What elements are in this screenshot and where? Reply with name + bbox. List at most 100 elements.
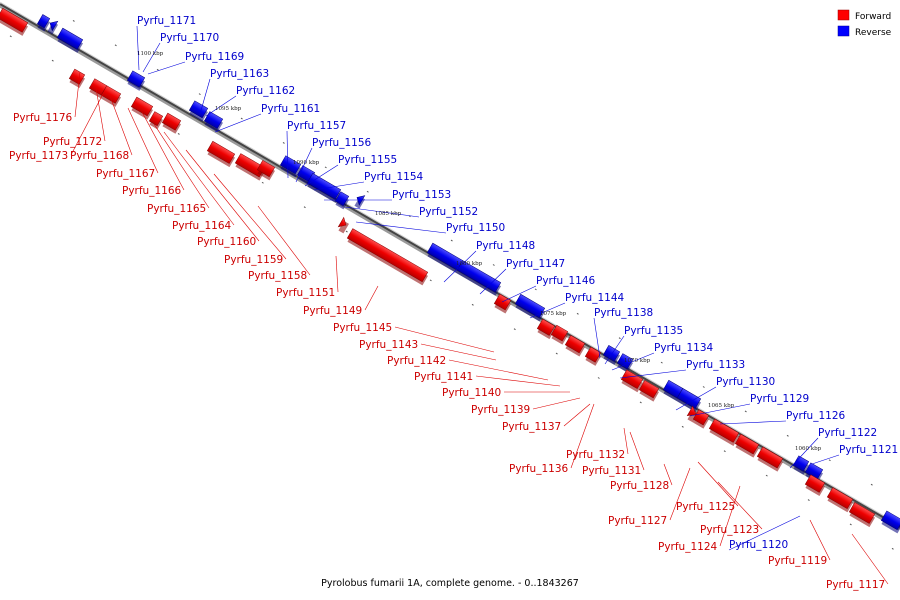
tick-mark (891, 547, 894, 550)
gene-body (734, 433, 760, 455)
gene-body (708, 418, 740, 443)
kbp-label: 1085 kbp (375, 211, 402, 217)
gene-body (848, 502, 876, 524)
reverse-leader-line (719, 420, 787, 425)
forward-gene (826, 487, 854, 513)
reverse-gene (126, 70, 146, 91)
kbp-label: 1080 kbp (456, 261, 483, 267)
reverse-gene-label: Pyrfu_1148 (476, 240, 535, 252)
tick-mark (429, 279, 432, 282)
forward-leader-line (629, 431, 645, 471)
forward-leader-line (851, 533, 889, 585)
forward-gene-label: Pyrfu_1168 (70, 150, 129, 162)
reverse-gene-label: Pyrfu_1169 (185, 51, 244, 63)
forward-gene-label: Pyrfu_1125 (676, 501, 735, 513)
gene-body (100, 85, 122, 104)
gene-body (550, 324, 569, 342)
forward-gene-label: Pyrfu_1159 (224, 254, 283, 266)
kbp-label: 1070 kbp (624, 358, 651, 364)
forward-gene (734, 433, 760, 458)
forward-leader-line (257, 205, 311, 276)
forward-gene-label: Pyrfu_1167 (96, 168, 155, 180)
forward-leader-line (623, 427, 629, 455)
forward-leader-line (127, 107, 159, 174)
kbp-label: 1100 kbp (137, 51, 164, 57)
reverse-gene-label: Pyrfu_1157 (287, 120, 346, 132)
reverse-leader-line (136, 25, 140, 71)
forward-gene-label: Pyrfu_1117 (826, 579, 885, 591)
reverse-gene (36, 14, 51, 32)
forward-gene-label: Pyrfu_1128 (610, 480, 669, 492)
forward-gene-label: Pyrfu_1164 (172, 220, 232, 232)
reverse-leader-line (147, 61, 186, 75)
reverse-leader-line (789, 437, 819, 469)
tick-mark (534, 288, 537, 291)
forward-leader-line (719, 485, 741, 547)
kbp-label: 1065 kbp (708, 403, 735, 409)
forward-leader-line (141, 111, 185, 191)
reverse-leader-line (529, 302, 566, 319)
reverse-leader-line (286, 130, 289, 179)
tick-mark (324, 166, 327, 169)
gene-body (692, 409, 710, 426)
tick-mark (555, 352, 558, 355)
reverse-leader-line (675, 386, 717, 411)
reverse-leader-line (304, 164, 339, 187)
forward-leader-line (109, 95, 133, 156)
reverse-leader-line (728, 515, 801, 551)
reverse-leader-line (501, 285, 537, 303)
reverse-gene-label: Pyrfu_1161 (261, 103, 320, 115)
reverse-gene-label: Pyrfu_1146 (536, 275, 596, 287)
tick-mark (345, 230, 348, 233)
kbp-label: 1075 kbp (540, 311, 567, 317)
forward-gene-label: Pyrfu_1127 (608, 515, 667, 527)
reverse-gene (56, 27, 84, 53)
forward-gene (638, 379, 660, 402)
tick-mark (303, 206, 306, 209)
gene-shadow (338, 221, 349, 234)
forward-gene-label: Pyrfu_1140 (442, 387, 501, 399)
gene-body (804, 474, 826, 493)
forward-leader-line (163, 131, 235, 226)
reverse-leader-line (611, 352, 655, 371)
forward-gene-label: Pyrfu_1149 (303, 305, 362, 317)
gene-body (0, 7, 29, 33)
forward-gene-label: Pyrfu_1141 (414, 371, 473, 383)
forward-gene-label: Pyrfu_1139 (471, 404, 530, 416)
forward-leader-line (420, 343, 497, 361)
reverse-gene-label: Pyrfu_1122 (818, 427, 877, 439)
reverse-gene-label: Pyrfu_1133 (686, 359, 745, 371)
reverse-leader-line (443, 250, 477, 283)
gene-body (564, 334, 586, 354)
tick-mark (702, 386, 705, 388)
gene-body (148, 111, 164, 127)
forward-gene (536, 318, 556, 340)
reverse-gene (880, 510, 900, 534)
reverse-gene-label: Pyrfu_1126 (786, 410, 846, 422)
tick-mark (618, 337, 621, 340)
tick-mark (639, 401, 642, 404)
reverse-gene (203, 111, 224, 133)
reverse-leader-line (689, 403, 751, 417)
forward-leader-line (570, 403, 595, 469)
tick-mark (786, 434, 789, 437)
reverse-gene-label: Pyrfu_1130 (716, 376, 775, 388)
tick-mark (597, 377, 600, 379)
reverse-gene-label: Pyrfu_1134 (654, 342, 714, 354)
forward-leader-line (95, 87, 106, 142)
tick-mark (177, 133, 180, 135)
reverse-gene-label: Pyrfu_1144 (565, 292, 625, 304)
forward-leader-line (364, 285, 379, 311)
tick-mark (198, 93, 201, 96)
tick-mark (282, 142, 285, 144)
gene-arrow (49, 20, 59, 32)
reverse-gene (188, 100, 209, 122)
forward-leader-line (185, 149, 260, 242)
reverse-gene-label: Pyrfu_1156 (312, 137, 372, 149)
tick-mark (72, 20, 75, 22)
tick-mark (723, 450, 726, 453)
forward-gene-label: Pyrfu_1145 (333, 322, 392, 334)
tick-mark (450, 239, 453, 242)
label-leaders (70, 25, 889, 585)
gene-labels: Pyrfu_1171 Pyrfu_1170 Pyrfu_1169 Pyrfu_1163… (9, 15, 898, 591)
